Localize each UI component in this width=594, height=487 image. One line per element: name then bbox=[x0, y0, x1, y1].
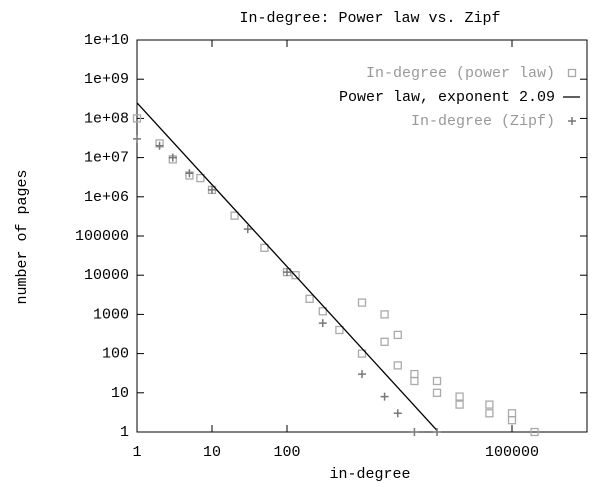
point bbox=[208, 185, 216, 194]
point bbox=[380, 392, 389, 401]
y-tick-label: 1000 bbox=[93, 306, 129, 323]
point bbox=[335, 325, 344, 335]
point bbox=[507, 409, 517, 418]
y-tick-label: 1e+09 bbox=[84, 71, 129, 88]
point bbox=[318, 319, 327, 328]
point bbox=[168, 153, 177, 162]
point bbox=[433, 428, 441, 436]
point bbox=[230, 211, 239, 220]
y-tick-label: 1 bbox=[120, 424, 129, 441]
legend-label: In-degree (power law) bbox=[366, 65, 555, 82]
point bbox=[455, 400, 464, 409]
y-tick-label: 10 bbox=[111, 385, 129, 402]
point bbox=[410, 376, 419, 386]
point bbox=[380, 310, 389, 319]
point bbox=[455, 392, 464, 401]
fit-line bbox=[136, 102, 438, 431]
y-tick-label: 100000 bbox=[75, 228, 129, 245]
point bbox=[132, 114, 142, 123]
point bbox=[432, 376, 442, 386]
point bbox=[155, 141, 164, 150]
point bbox=[358, 370, 366, 379]
y-tick-label: 1e+06 bbox=[84, 189, 129, 206]
chart-title: In-degree: Power law vs. Zipf bbox=[239, 10, 500, 27]
x-tick-label: 100 bbox=[273, 444, 300, 461]
y-tick-label: 100 bbox=[102, 346, 129, 363]
x-tick-label: 1 bbox=[132, 444, 141, 461]
point bbox=[380, 337, 389, 346]
legend-label: In-degree (Zipf) bbox=[411, 113, 555, 130]
x-tick-label: 10 bbox=[203, 444, 221, 461]
point bbox=[485, 409, 494, 418]
point bbox=[393, 330, 402, 340]
point bbox=[185, 169, 194, 178]
point bbox=[410, 369, 419, 379]
point bbox=[260, 243, 269, 252]
y-tick-label: 10000 bbox=[84, 267, 129, 284]
point bbox=[196, 173, 205, 183]
y-tick-label: 1e+10 bbox=[84, 32, 129, 49]
x-axis-label: in-degree bbox=[329, 466, 410, 483]
point bbox=[485, 400, 494, 409]
point bbox=[530, 427, 539, 437]
point bbox=[357, 298, 367, 307]
point bbox=[291, 271, 300, 280]
x-tick-label: 100000 bbox=[485, 444, 539, 461]
y-tick-label: 1e+08 bbox=[84, 110, 129, 127]
point bbox=[243, 225, 252, 234]
point bbox=[357, 349, 367, 358]
point bbox=[432, 388, 442, 397]
y-axis-label: number of pages bbox=[14, 169, 31, 304]
point bbox=[318, 307, 327, 316]
legend-symbol bbox=[567, 68, 577, 78]
point bbox=[410, 428, 419, 436]
point bbox=[507, 416, 517, 425]
y-tick-label: 1e+07 bbox=[84, 150, 129, 167]
point bbox=[393, 409, 402, 418]
point bbox=[283, 268, 291, 277]
point bbox=[133, 134, 141, 143]
point bbox=[393, 361, 402, 370]
point bbox=[305, 294, 314, 303]
legend-symbol bbox=[568, 117, 576, 125]
legend-label: Power law, exponent 2.09 bbox=[339, 89, 555, 106]
